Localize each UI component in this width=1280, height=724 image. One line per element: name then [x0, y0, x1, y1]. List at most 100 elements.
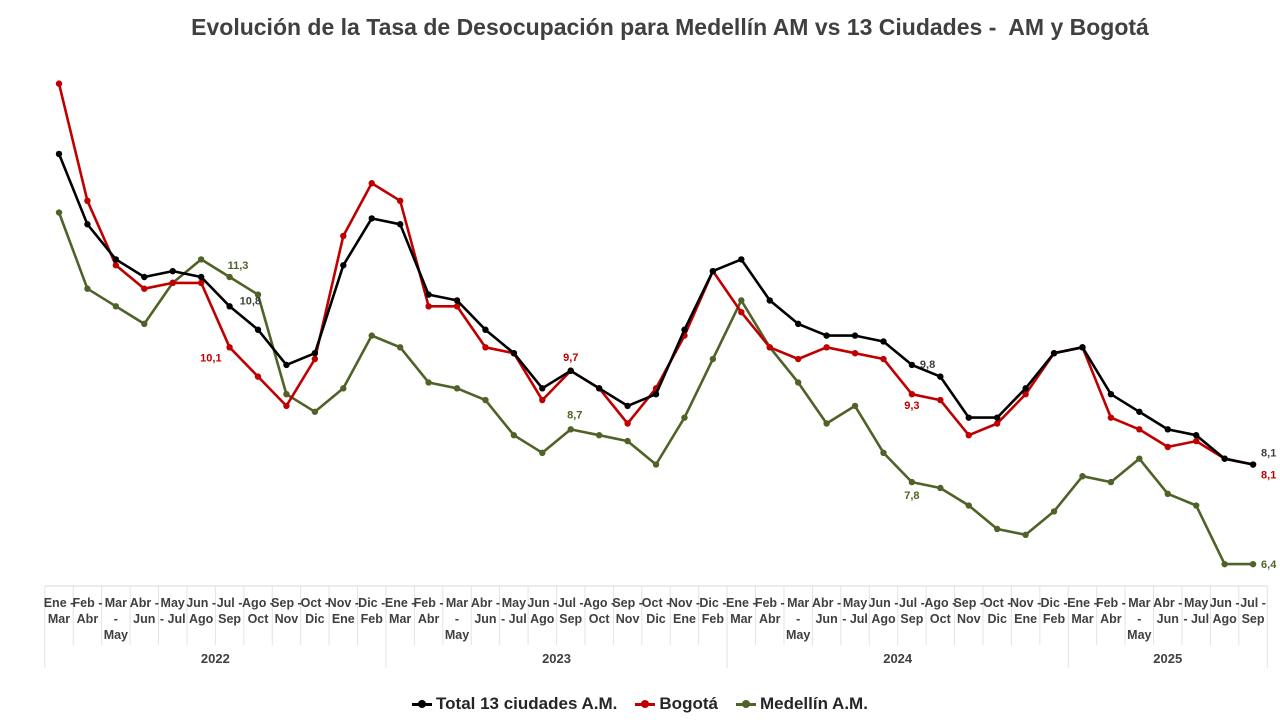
data-point — [1050, 508, 1058, 515]
data-point — [738, 297, 745, 304]
data-point — [1193, 432, 1200, 439]
data-point — [652, 461, 660, 468]
x-tick-label: Abr -Jun — [471, 596, 500, 626]
data-point — [624, 402, 631, 410]
data-point — [226, 303, 233, 310]
data-point — [908, 478, 916, 486]
x-tick-label: May - Jul — [160, 596, 186, 626]
data-point — [169, 279, 176, 287]
legend-label: Medellín A.M. — [759, 694, 868, 713]
data-point — [567, 367, 574, 374]
data-point — [1022, 391, 1029, 398]
x-tick-label: Nov -Ene — [328, 596, 359, 626]
data-point — [141, 273, 148, 281]
data-point — [55, 80, 63, 87]
x-tick-label: Feb -Abr — [73, 596, 103, 626]
data-point — [1136, 426, 1143, 433]
data-point — [823, 344, 830, 351]
data-point — [624, 437, 631, 445]
legend-item: Medellín A.M. — [735, 694, 868, 714]
x-tick-label: Jun -Ago — [186, 596, 216, 626]
data-point — [965, 502, 972, 509]
data-label: 9,8 — [920, 359, 935, 371]
data-point — [254, 326, 262, 333]
x-tick-label: Sep -Nov — [953, 596, 984, 626]
data-point — [1107, 478, 1115, 486]
data-point — [1193, 437, 1200, 445]
x-tick-label: Abr -Jun — [812, 596, 841, 626]
data-label: 9,3 — [904, 400, 919, 412]
data-label: 10,1 — [200, 352, 221, 364]
data-label: 9,7 — [563, 352, 578, 364]
data-point — [425, 379, 432, 386]
data-point — [1164, 443, 1171, 451]
x-tick-label: Mar -May — [445, 596, 469, 642]
data-point — [993, 525, 1001, 533]
data-point — [453, 385, 461, 392]
data-point — [396, 197, 404, 205]
data-point — [851, 402, 859, 410]
data-point — [539, 449, 546, 456]
data-point — [453, 303, 461, 310]
data-point — [709, 267, 717, 275]
data-point — [595, 385, 603, 392]
data-point — [283, 402, 290, 410]
data-point — [937, 484, 944, 492]
x-tick-label: Abr -Jun — [130, 596, 159, 626]
x-tick-label: Dic -Feb — [699, 596, 726, 626]
data-point — [84, 197, 91, 205]
data-point — [1079, 344, 1086, 351]
legend-item: Total 13 ciudades A.M. — [412, 694, 617, 714]
data-point — [55, 150, 63, 158]
data-point — [1107, 391, 1115, 398]
data-label: 11,3 — [228, 260, 249, 272]
data-point — [681, 326, 688, 333]
data-point — [482, 344, 489, 351]
data-point — [709, 355, 717, 363]
data-point — [482, 326, 489, 333]
data-point — [794, 320, 802, 328]
x-tick-label: Feb -Abr — [414, 596, 444, 626]
x-tick-label: Ene -Mar — [726, 596, 757, 626]
data-point — [226, 344, 233, 351]
data-point — [283, 391, 290, 398]
data-point — [197, 279, 205, 287]
series-line — [57, 83, 1254, 466]
x-tick-label: Sep -Nov — [271, 596, 302, 626]
data-point — [368, 180, 375, 187]
data-point — [425, 303, 432, 310]
data-point — [993, 420, 1001, 427]
data-point — [1164, 426, 1171, 433]
x-tick-label: Oct -Dic — [642, 596, 670, 626]
x-tick-label: May - Jul — [842, 596, 868, 626]
data-label: 8,7 — [567, 409, 582, 421]
data-point — [1164, 490, 1171, 498]
year-label: 2024 — [883, 651, 913, 666]
x-tick-label: Oct -Dic — [301, 596, 329, 626]
data-point — [368, 215, 375, 222]
data-point — [794, 355, 802, 363]
data-point — [340, 232, 347, 240]
data-point — [453, 297, 461, 304]
data-label: 8,1 — [1261, 448, 1276, 460]
data-point — [84, 285, 91, 292]
data-point — [1193, 502, 1200, 509]
legend-item: Bogotá — [635, 694, 718, 714]
year-label: 2023 — [542, 651, 571, 666]
data-point — [595, 432, 603, 439]
data-point — [652, 391, 660, 398]
data-point — [1221, 455, 1228, 462]
data-point — [1107, 414, 1115, 421]
data-point — [766, 344, 773, 351]
x-tick-label: Nov -Ene — [669, 596, 700, 626]
legend: Total 13 ciudades A.M. Bogotá Medellín A.M… — [0, 694, 1280, 714]
data-point — [340, 262, 347, 269]
data-label: 10,8 — [240, 295, 261, 307]
data-point — [1050, 349, 1058, 357]
x-tick-label: Jul -Sep — [899, 596, 925, 626]
data-point — [851, 349, 859, 357]
data-point — [141, 285, 148, 292]
data-point — [169, 267, 176, 275]
